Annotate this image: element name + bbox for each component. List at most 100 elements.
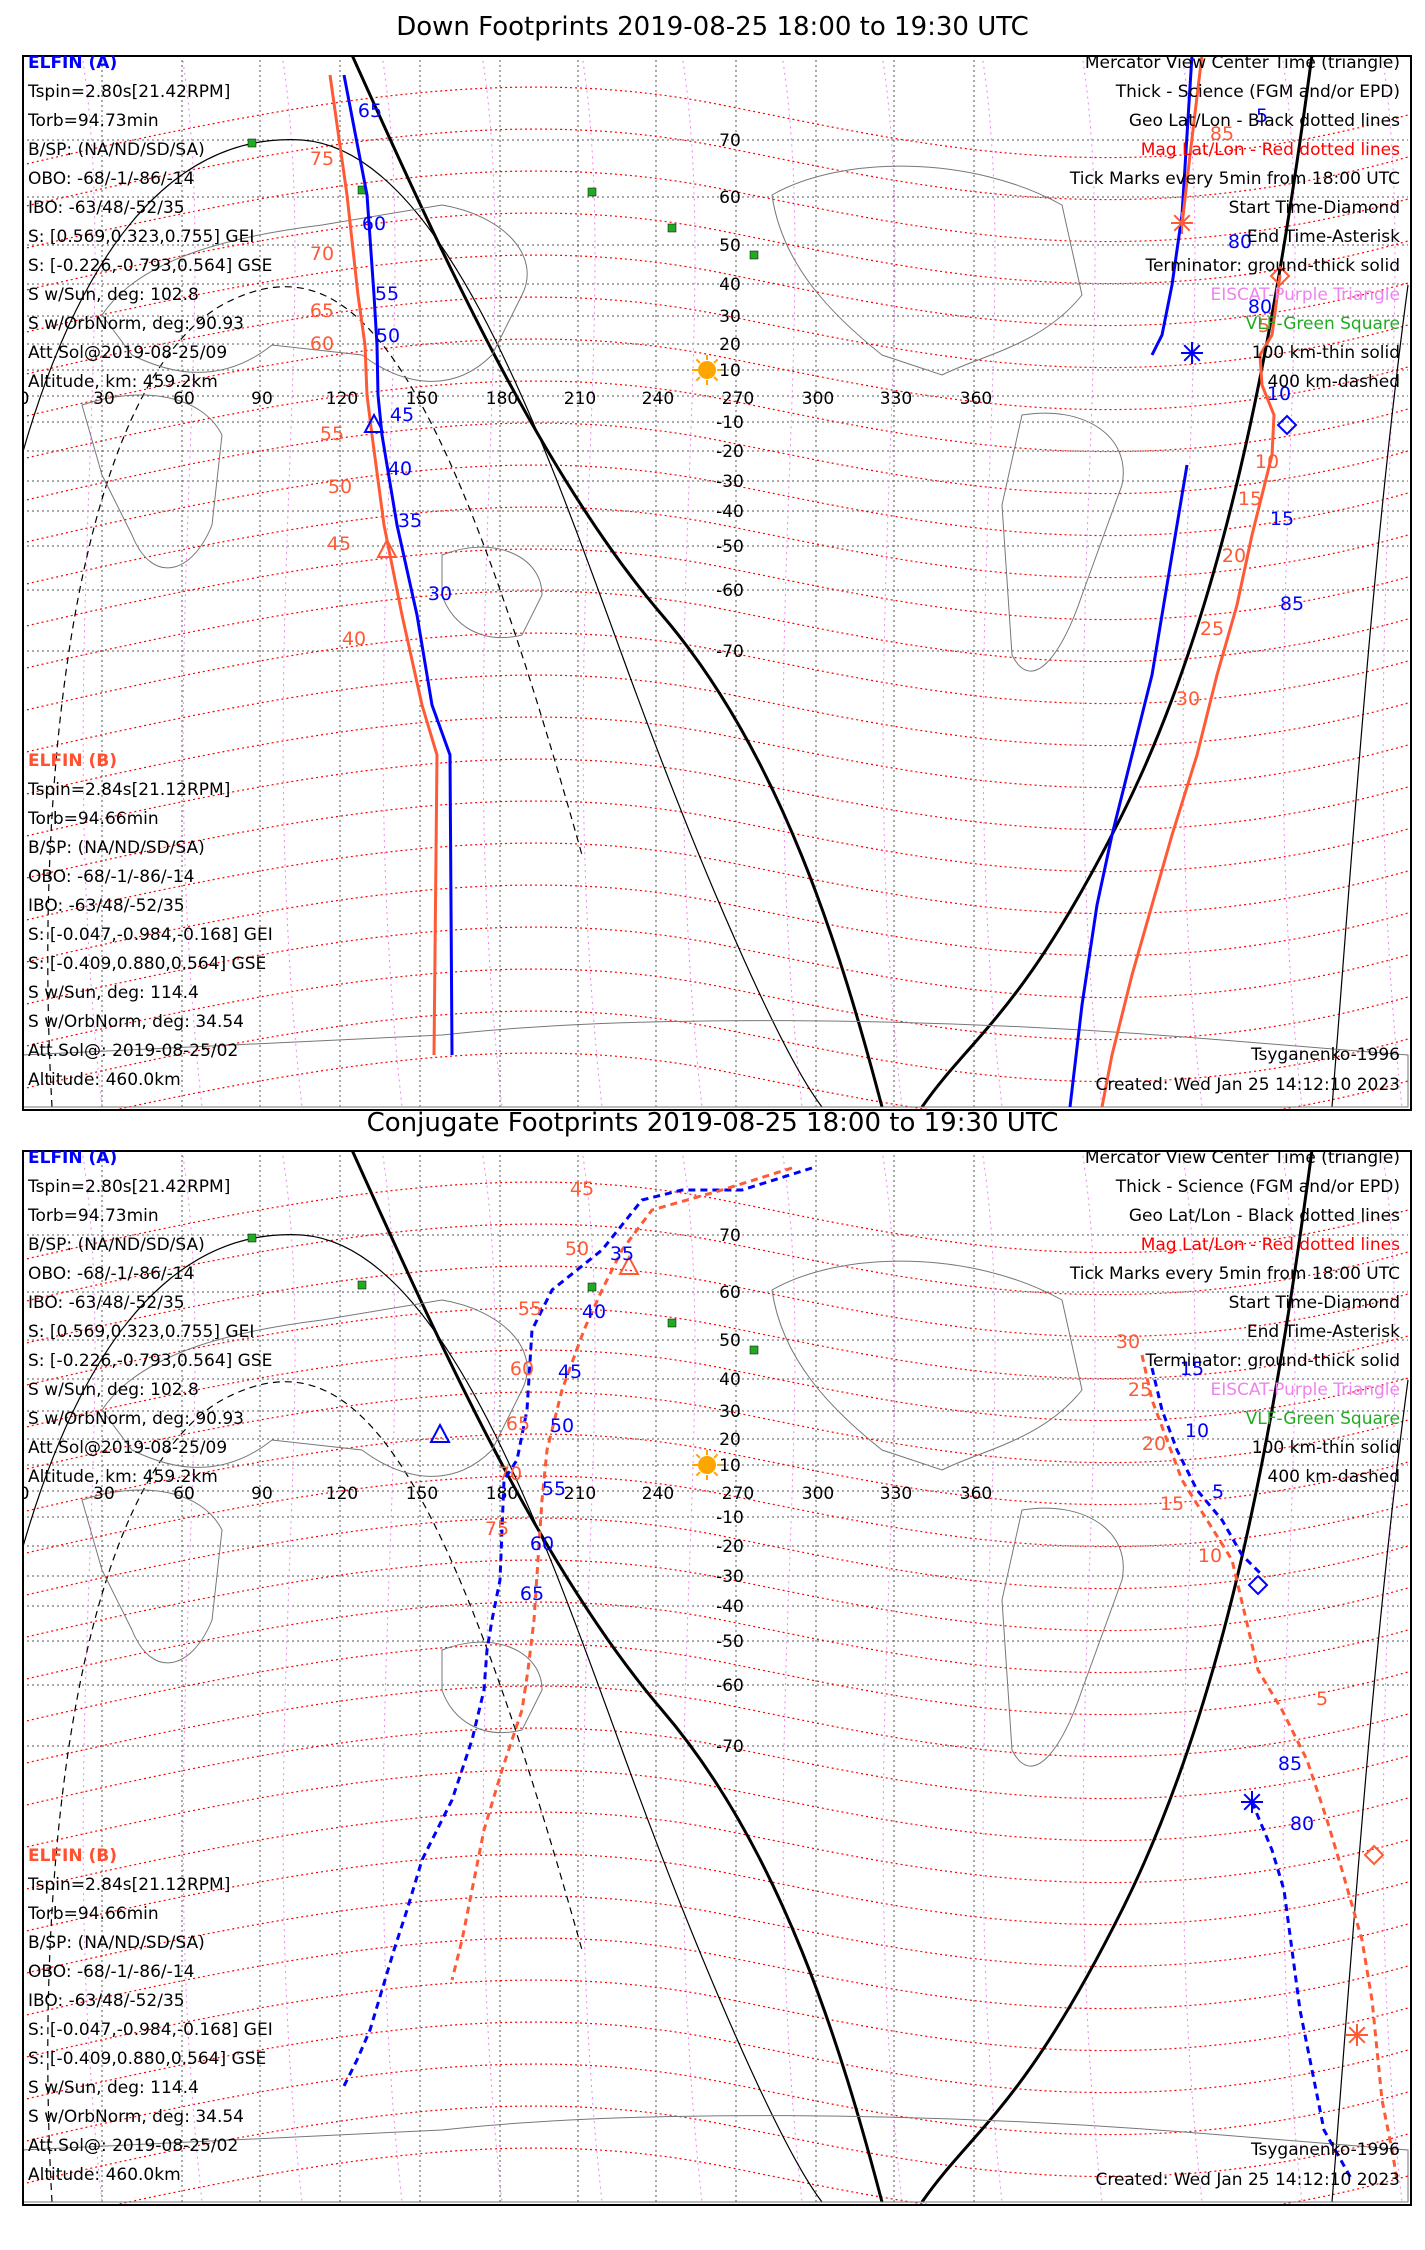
mag-lon-line — [81, 55, 103, 1108]
legend-line: Tick Marks every 5min from 18:00 UTC — [1069, 169, 1400, 189]
info-line: Torb=94.66min — [28, 809, 159, 829]
info-line: Altitude, km: 459.2km — [28, 372, 218, 392]
coastline — [81, 1489, 223, 1664]
mag-lon-line — [381, 55, 403, 1108]
track-tick-label: 40 — [342, 628, 366, 650]
lon-label: 240 — [642, 1484, 674, 1504]
lat-label: -70 — [716, 1737, 744, 1757]
lat-label: -60 — [716, 1676, 744, 1696]
legend-line: End Time-Asterisk — [1246, 227, 1400, 247]
track-tick-label: 80 — [1290, 1813, 1314, 1835]
model-label: Tsyganenko-1996 — [1250, 1045, 1400, 1065]
lat-label: -30 — [716, 472, 744, 492]
track-tick-label: 15 — [1160, 1493, 1184, 1515]
mag-lon-line — [1181, 55, 1203, 1108]
legend-line: 400 km-dashed — [1267, 1467, 1400, 1487]
lat-label: 20 — [719, 335, 741, 355]
elfin-a-info: ELFIN (A) Tspin=2.80s[21.42RPM] Torb=94.… — [28, 1144, 272, 1492]
info-line: OBO: -68/-1/-86/-14 — [28, 1264, 195, 1284]
track-tick-label: 65 — [358, 100, 382, 122]
info-line: Altitude: 460.0km — [28, 2165, 181, 2185]
info-line: Att.Sol@2019-08-25/09 — [28, 343, 228, 363]
lat-label: -10 — [716, 413, 744, 433]
track-tick-label: 45 — [558, 1361, 582, 1383]
track-tick-label: 55 — [542, 1478, 566, 1500]
mag-lat-line — [22, 254, 1409, 334]
lon-label: 90 — [251, 389, 273, 409]
mag-lon-line — [1081, 55, 1103, 1108]
mag-lon-line — [481, 55, 503, 1108]
coastline — [101, 204, 528, 382]
vlf-square — [247, 138, 257, 148]
legend-line: VLF-Green Square — [1245, 314, 1400, 334]
lat-label: -20 — [716, 442, 744, 462]
center-triangle — [363, 412, 385, 433]
vlf-square — [749, 1345, 759, 1355]
lat-label: -50 — [716, 1632, 744, 1652]
info-line: S: [-0.409,0.880,0.564] GSE — [28, 954, 267, 974]
sun-ray — [695, 358, 701, 364]
info-line: S w/Sun, deg: 114.4 — [28, 983, 199, 1003]
lon-label: 210 — [564, 1484, 596, 1504]
track-tick-label: 80 — [1248, 296, 1272, 318]
terminator-400km — [47, 286, 583, 1108]
legend-line: 100 km-thin solid — [1251, 1438, 1400, 1458]
center-triangle — [376, 537, 398, 558]
track-tick-label: 35 — [398, 510, 422, 532]
mag-lon-line — [881, 1150, 903, 2203]
info-line: B/SP: (NA/ND/SD/SA) — [28, 1933, 205, 1953]
mag-lon-line — [981, 1150, 1003, 2203]
legend-line: EISCAT-Purple Triangle — [1210, 1380, 1400, 1400]
track-tick-label: 20 — [1142, 1433, 1166, 1455]
lat-label: -60 — [716, 581, 744, 601]
conjugate-footprints-panel: 0 30 60 90 120 150 180 210 240 270 300 330 360 70 60 50… — [22, 1148, 1412, 2206]
sun-ray — [695, 1453, 701, 1459]
end-asterisk — [1173, 214, 1191, 232]
lon-label: 270 — [722, 1484, 754, 1504]
terminator-100km — [1331, 284, 1409, 1108]
sun-ray — [713, 1471, 719, 1477]
elfin-b-header: ELFIN (B) — [28, 751, 118, 771]
info-line: Tspin=2.80s[21.42RPM] — [28, 82, 231, 102]
info-line: S: [0.569,0.323,0.755] GEI — [28, 227, 255, 247]
panel-title-down: Down Footprints 2019-08-25 18:00 to 19:3… — [396, 12, 1029, 42]
mag-lat-line — [22, 1895, 1409, 1975]
vlf-square — [357, 1280, 367, 1290]
legend-line: Thick - Science (FGM and/or EPD) — [1115, 82, 1400, 102]
track-tick-label: 20 — [1222, 545, 1246, 567]
mag-lon-line — [681, 55, 703, 1108]
track-tick-label: 70 — [310, 243, 334, 265]
mag-lat-line — [22, 464, 1409, 544]
track-tick-label: 50 — [565, 1238, 589, 1260]
track-tick-label: 5 — [1258, 315, 1270, 337]
legend: Mercator View Center Time (triangle) Thi… — [1070, 49, 1400, 397]
track-tick-label: 70 — [498, 1463, 522, 1485]
legend-line: Mercator View Center Time (triangle) — [1084, 1148, 1400, 1168]
coastline — [441, 546, 543, 639]
mag-lat-line — [22, 1307, 1409, 1387]
mag-lat-line — [22, 1475, 1409, 1555]
track-tick-label: 45 — [570, 1178, 594, 1200]
mag-lon-line — [1381, 1150, 1403, 2203]
info-line: S w/Sun, deg: 102.8 — [28, 285, 199, 305]
panel-title-conjugate: Conjugate Footprints 2019-08-25 18:00 to… — [366, 1108, 1059, 1138]
mag-lon-line — [181, 1150, 203, 2203]
lon-label: 300 — [802, 389, 834, 409]
lat-label: 60 — [719, 1283, 741, 1303]
lon-label: 30 — [93, 389, 115, 409]
conjugate-footprints-map: 0 30 60 90 120 150 180 210 240 270 300 330 360706050… — [22, 1150, 1409, 2204]
track-tick-label: 25 — [1128, 1379, 1152, 1401]
created-label: Created: Wed Jan 25 14:12:10 2023 — [1095, 2170, 1400, 2190]
mag-lat-line — [22, 212, 1409, 292]
elfin-a-info: ELFIN (A) Tspin=2.80s[21.42RPM] Torb=94.… — [28, 49, 272, 397]
lon-label: 150 — [406, 1484, 438, 1504]
mag-lat-line — [22, 422, 1409, 502]
lat-label: 70 — [719, 131, 741, 151]
info-line: IBO: -63/48/-52/35 — [28, 198, 185, 218]
info-line: Torb=94.73min — [28, 1206, 159, 1226]
lon-label: 60 — [173, 389, 195, 409]
track-tick-label: 50 — [550, 1415, 574, 1437]
track-tick-label: 30 — [1116, 1331, 1140, 1353]
track-tick-label: 30 — [1176, 688, 1200, 710]
legend-line: Mag Lat/Lon - Red dotted lines — [1140, 140, 1400, 160]
